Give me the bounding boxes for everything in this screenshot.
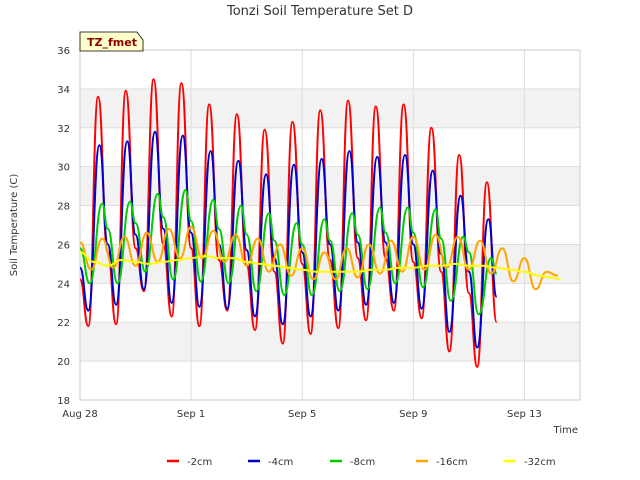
- legend-label-16cm: -16cm: [436, 457, 468, 468]
- y-axis-ticks: 18 20 22 24 26 28 30 32 34 36: [57, 46, 70, 407]
- plot-border: [79, 49, 581, 401]
- legend: -2cm -4cm -8cm -16cm -32cm: [167, 457, 556, 468]
- legend-label-32cm: -32cm: [524, 457, 556, 468]
- plot-background: [80, 50, 580, 400]
- y-tick-label: 32: [57, 124, 70, 135]
- y-tick-label: 28: [57, 202, 70, 213]
- x-tick-label: Sep 5: [288, 409, 316, 420]
- x-tick-label: Sep 13: [507, 409, 542, 420]
- y-tick-label: 24: [57, 279, 70, 290]
- series-line-32cmcm: [79, 251, 561, 281]
- y-axis-label: Soil Temperature (C): [9, 174, 20, 277]
- y-tick-label: 18: [57, 396, 70, 407]
- plot-band: [80, 88, 580, 128]
- x-axis-ticks: Aug 28 Sep 1 Sep 5 Sep 9 Sep 13: [62, 409, 542, 420]
- plot-band: [80, 322, 580, 362]
- chart-title: Tonzi Soil Temperature Set D: [226, 4, 413, 19]
- legend-label-2cm: -2cm: [187, 457, 212, 468]
- y-tick-label: 30: [57, 163, 70, 174]
- x-tick-label: Aug 28: [62, 409, 97, 420]
- series-line-16cmcm: [79, 225, 558, 291]
- x-tick-label: Sep 9: [399, 409, 427, 420]
- plot-band: [80, 166, 580, 206]
- y-tick-label: 20: [57, 357, 70, 368]
- y-tick-label: 34: [57, 85, 70, 96]
- y-tick-label: 26: [57, 240, 70, 251]
- legend-label-4cm: -4cm: [268, 457, 293, 468]
- y-tick-label: 36: [57, 46, 70, 57]
- site-badge-shape: [79, 31, 144, 52]
- site-badge-label: TZ_fmet: [87, 36, 137, 49]
- series-layer: [79, 78, 561, 368]
- y-tick-label: 22: [57, 318, 70, 329]
- legend-label-8cm: -8cm: [350, 457, 375, 468]
- site-badge: TZ_fmet: [79, 31, 144, 52]
- x-tick-label: Sep 1: [177, 409, 205, 420]
- x-axis-label: Time: [553, 425, 578, 436]
- series-line-2cmcm: [79, 78, 498, 368]
